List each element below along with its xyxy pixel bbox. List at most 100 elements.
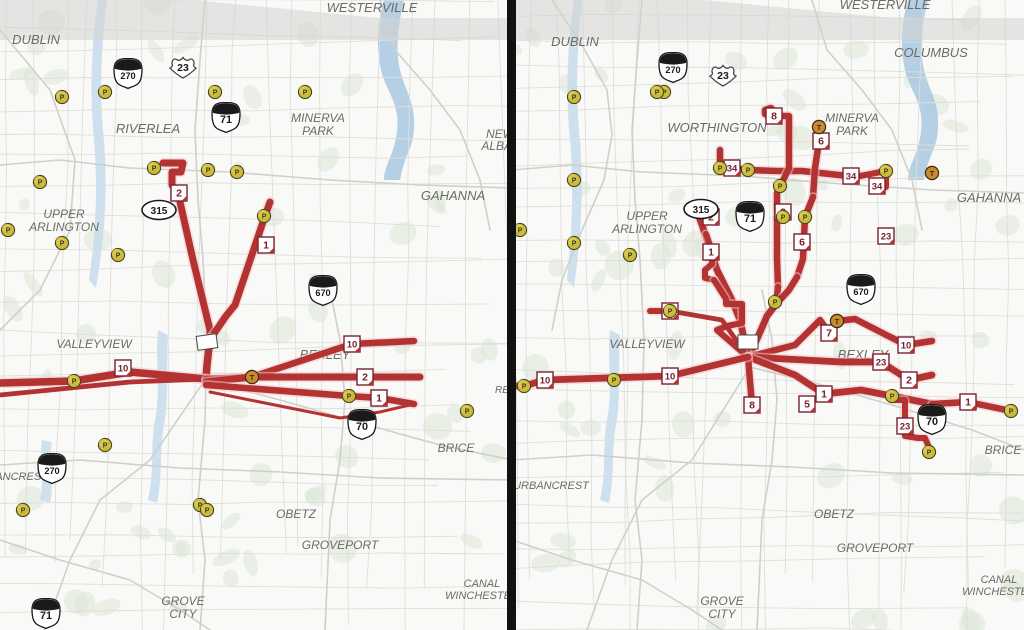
- svg-text:10: 10: [118, 364, 129, 375]
- svg-text:P: P: [628, 253, 633, 260]
- svg-text:P: P: [773, 300, 778, 307]
- svg-text:71: 71: [744, 213, 756, 225]
- svg-text:PARK: PARK: [836, 124, 869, 138]
- svg-text:MINERVA: MINERVA: [825, 111, 879, 125]
- svg-text:WINCHESTER: WINCHESTER: [445, 590, 512, 602]
- svg-text:T: T: [930, 169, 935, 178]
- svg-text:WESTERVILLE: WESTERVILLE: [840, 0, 931, 12]
- svg-text:1: 1: [965, 397, 971, 409]
- svg-text:RIVERLEA: RIVERLEA: [116, 121, 180, 136]
- svg-text:URBANCREST: URBANCREST: [513, 480, 590, 492]
- svg-text:2: 2: [906, 375, 912, 387]
- svg-text:P: P: [518, 228, 523, 235]
- svg-text:8: 8: [771, 111, 777, 123]
- svg-text:2: 2: [362, 372, 368, 384]
- svg-text:P: P: [116, 253, 121, 260]
- svg-text:P: P: [803, 215, 808, 222]
- svg-text:CITY: CITY: [169, 607, 197, 621]
- svg-text:1: 1: [376, 393, 382, 405]
- svg-text:P: P: [572, 241, 577, 248]
- svg-text:P: P: [778, 184, 783, 191]
- svg-text:GROVE: GROVE: [700, 594, 744, 608]
- svg-text:70: 70: [926, 416, 938, 428]
- svg-text:DUBLIN: DUBLIN: [12, 32, 60, 47]
- svg-text:P: P: [21, 508, 26, 515]
- svg-text:P: P: [465, 409, 470, 416]
- svg-text:5: 5: [804, 399, 810, 411]
- svg-text:OBETZ: OBETZ: [814, 507, 855, 521]
- svg-text:GROVEPORT: GROVEPORT: [837, 541, 915, 555]
- svg-text:P: P: [60, 95, 65, 102]
- svg-text:71: 71: [40, 610, 52, 622]
- svg-text:P: P: [668, 309, 673, 316]
- svg-text:ARLINGTON: ARLINGTON: [611, 222, 682, 236]
- svg-text:71: 71: [220, 114, 232, 126]
- svg-text:P: P: [72, 379, 77, 386]
- svg-text:CANAL: CANAL: [464, 578, 501, 590]
- svg-text:6: 6: [799, 237, 805, 249]
- svg-text:P: P: [746, 168, 751, 175]
- svg-text:270: 270: [120, 71, 135, 81]
- svg-text:23: 23: [717, 70, 729, 82]
- svg-text:P: P: [206, 168, 211, 175]
- svg-text:1: 1: [821, 389, 827, 401]
- svg-text:GROVE: GROVE: [161, 594, 205, 608]
- svg-text:GROVEPORT: GROVEPORT: [302, 538, 380, 552]
- svg-text:P: P: [612, 378, 617, 385]
- svg-text:VALLEYVIEW: VALLEYVIEW: [56, 337, 133, 351]
- svg-text:WESTERVILLE: WESTERVILLE: [327, 0, 418, 15]
- svg-text:23: 23: [881, 232, 892, 243]
- svg-text:CANAL: CANAL: [981, 574, 1018, 586]
- svg-text:P: P: [262, 214, 267, 221]
- svg-text:P: P: [152, 166, 157, 173]
- svg-text:23: 23: [900, 422, 911, 433]
- svg-text:P: P: [235, 170, 240, 177]
- svg-text:CITY: CITY: [708, 607, 736, 621]
- svg-text:P: P: [38, 180, 43, 187]
- svg-text:VALLEYVIEW: VALLEYVIEW: [609, 337, 686, 351]
- svg-text:8: 8: [749, 400, 755, 412]
- svg-text:10: 10: [540, 376, 551, 387]
- svg-text:OBETZ: OBETZ: [276, 507, 317, 521]
- svg-text:DUBLIN: DUBLIN: [551, 34, 599, 49]
- svg-text:P: P: [347, 394, 352, 401]
- svg-text:P: P: [927, 450, 932, 457]
- svg-text:P: P: [718, 166, 723, 173]
- svg-text:34: 34: [846, 172, 857, 183]
- svg-text:COLUMBUS: COLUMBUS: [894, 45, 968, 60]
- svg-text:GAHANNA: GAHANNA: [421, 188, 485, 203]
- svg-text:670: 670: [315, 288, 330, 298]
- svg-text:BRICE: BRICE: [985, 443, 1023, 457]
- svg-text:10: 10: [665, 372, 676, 383]
- svg-text:P: P: [60, 241, 65, 248]
- svg-text:315: 315: [693, 205, 710, 216]
- svg-text:PARK: PARK: [302, 124, 335, 138]
- svg-text:P: P: [522, 384, 527, 391]
- svg-text:23: 23: [177, 62, 189, 74]
- svg-text:23: 23: [876, 358, 887, 369]
- svg-text:1: 1: [708, 247, 714, 259]
- svg-text:ARLINGTON: ARLINGTON: [28, 220, 99, 234]
- svg-text:7: 7: [826, 328, 832, 340]
- svg-text:70: 70: [356, 421, 368, 433]
- svg-text:34: 34: [727, 164, 738, 175]
- svg-text:6: 6: [818, 136, 824, 148]
- svg-text:P: P: [890, 394, 895, 401]
- svg-text:P: P: [655, 90, 660, 97]
- svg-text:UPPER: UPPER: [626, 209, 668, 223]
- svg-text:P: P: [781, 215, 786, 222]
- svg-text:34: 34: [872, 182, 883, 193]
- svg-text:WORTHINGTON: WORTHINGTON: [667, 120, 767, 135]
- svg-text:BRICE: BRICE: [438, 441, 476, 455]
- svg-text:270: 270: [44, 466, 59, 476]
- svg-text:P: P: [303, 90, 308, 97]
- svg-text:P: P: [103, 443, 108, 450]
- svg-text:MINERVA: MINERVA: [291, 111, 345, 125]
- svg-text:T: T: [835, 317, 840, 326]
- svg-text:P: P: [572, 95, 577, 102]
- svg-text:P: P: [103, 90, 108, 97]
- svg-text:P: P: [884, 169, 889, 176]
- svg-text:1: 1: [263, 240, 269, 252]
- svg-text:315: 315: [151, 206, 168, 217]
- svg-text:P: P: [1009, 409, 1014, 416]
